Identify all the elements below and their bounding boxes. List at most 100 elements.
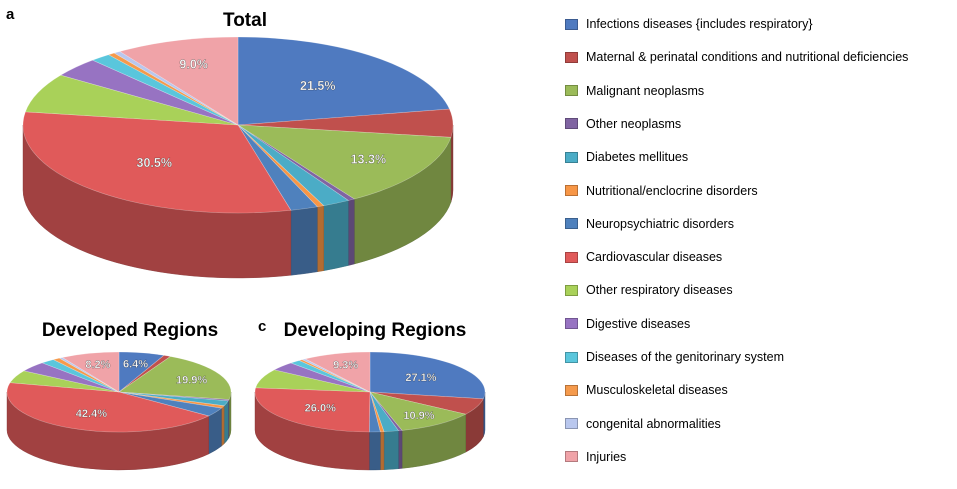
legend-item: Infections diseases {includes respirator… <box>565 16 813 32</box>
pie-data-label: 42.4% <box>76 408 107 420</box>
pie-slice <box>118 356 232 400</box>
pie-slice <box>301 358 371 393</box>
legend-swatch <box>565 418 578 430</box>
legend-label: Malignant neoplasms <box>586 83 705 98</box>
pie-slice <box>237 124 325 208</box>
pie-slice <box>298 359 371 393</box>
pie-slice <box>255 369 371 393</box>
legend-label: Infections diseases {includes respirator… <box>586 17 813 31</box>
pie-data-label: 9.0% <box>179 58 208 72</box>
pie-slice-side <box>317 205 324 273</box>
pie-slice <box>369 391 403 432</box>
pie-slice <box>254 387 371 433</box>
legend-item: Cardiovascular diseases <box>565 249 722 265</box>
pie-data-label: 13.3% <box>351 153 386 167</box>
pie-slice <box>237 124 356 201</box>
pie-data-label: 21.5% <box>300 79 335 93</box>
legend-item: Neuropsychiatric disorders <box>565 216 734 232</box>
pie-slice-side <box>290 206 318 276</box>
pie-slice-side <box>221 405 225 447</box>
pie-slice <box>237 124 318 211</box>
title-developing: Developing Regions <box>283 320 467 341</box>
pie-slice <box>368 391 381 433</box>
pie-slice <box>369 391 484 415</box>
legend-item: Other neoplasms <box>565 116 681 132</box>
pie-slice <box>304 351 371 393</box>
pie-slice <box>58 357 120 393</box>
legend-label: Injuries <box>586 449 627 464</box>
legend-label: Other respiratory diseases <box>586 283 733 298</box>
pie-side-walls <box>22 124 454 279</box>
pie-chart-total: 21.5% 13.3% 30.5% 9.0% <box>22 36 454 279</box>
pie-slice <box>107 52 239 126</box>
panel-letter-c: c <box>258 318 267 335</box>
legend-swatch <box>565 185 578 196</box>
pie-top <box>22 36 454 214</box>
pie-slice <box>113 51 239 126</box>
pie-data-label: 26.0% <box>305 402 336 414</box>
legend-swatch <box>565 284 578 296</box>
pie-data-label: 27.1% <box>405 372 436 384</box>
legend-item: Maternal & perinatal conditions and nutr… <box>565 49 908 65</box>
title-developed: Developed Regions <box>41 320 219 341</box>
pie-slice <box>237 124 350 207</box>
legend-label: Maternal & perinatal conditions and nutr… <box>586 50 909 65</box>
pie-data-label: 10.9% <box>403 410 434 422</box>
pie-slice <box>118 391 225 409</box>
pie-slice <box>118 355 172 393</box>
legend-item: Diseases of the genitorinary system <box>565 349 784 365</box>
legend-label: Cardiovascular diseases <box>586 250 723 265</box>
pie-slice <box>237 108 454 138</box>
pie-slice <box>118 351 165 393</box>
pie-slice <box>118 391 229 407</box>
legend-swatch <box>565 384 578 396</box>
pie-slice-side <box>348 198 355 266</box>
title-total: Total <box>223 10 267 31</box>
pie-slice-side <box>369 431 381 471</box>
legend-item: Other respiratory diseases <box>565 282 733 298</box>
pie-data-label: 30.5% <box>137 156 172 170</box>
legend-label: Diseases of the genitorinary system <box>586 350 785 364</box>
legend-swatch <box>565 351 578 363</box>
legend-swatch <box>565 118 578 130</box>
legend-swatch <box>565 451 578 463</box>
pie-slice <box>273 362 371 393</box>
pie-top <box>6 351 232 433</box>
pie-data-label: 19.9% <box>176 374 207 386</box>
legend-item: Diabetes mellitues <box>565 149 688 165</box>
pie-data-label: 6.4% <box>123 359 148 371</box>
pie-slice <box>52 357 120 393</box>
legend-swatch <box>565 251 578 263</box>
pie-slice <box>369 391 400 433</box>
pie-slice <box>91 54 239 126</box>
pie-slice-side <box>398 430 403 469</box>
pie-slice-side <box>380 431 385 471</box>
pie-top <box>254 351 486 433</box>
pie-side-walls <box>254 391 486 471</box>
legend-swatch <box>565 151 578 163</box>
pie-data-label: 9.3% <box>333 359 358 371</box>
pie-slice <box>22 111 292 214</box>
pie-slice <box>41 359 120 393</box>
pie-chart-developing: 27.1% 10.9% 26.0% 9.3% <box>254 351 486 471</box>
legend-label: Nutritional/enclocrine disorders <box>586 183 758 198</box>
legend-item: Malignant neoplasms <box>565 83 704 99</box>
pie-slice <box>118 391 230 402</box>
pie-slice-side <box>323 200 349 271</box>
panel-letter-a: a <box>6 6 15 23</box>
pie-slice <box>24 74 239 126</box>
legend-swatch <box>565 18 578 30</box>
legend-label: Neuropsychiatric disorders <box>586 216 734 231</box>
pie-slice <box>369 351 486 400</box>
pie-slice <box>61 351 120 393</box>
pie-slice <box>237 36 450 126</box>
legend-label: Digestive diseases <box>586 316 691 331</box>
legend-swatch <box>565 85 578 97</box>
legend-item: Digestive diseases <box>565 316 690 332</box>
legend-label: Other neoplasms <box>586 116 682 131</box>
legend-item: Nutritional/enclocrine disorders <box>565 183 758 199</box>
pie-slice <box>369 391 467 431</box>
legend-item: Injuries <box>565 449 626 465</box>
pie-slice-side <box>383 430 399 470</box>
